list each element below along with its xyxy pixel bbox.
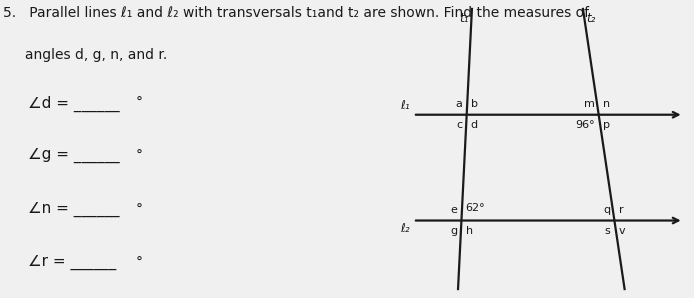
Text: °: ° bbox=[135, 203, 142, 217]
Text: h: h bbox=[466, 226, 473, 236]
Text: n: n bbox=[603, 99, 610, 109]
Text: °: ° bbox=[135, 149, 142, 163]
Text: v: v bbox=[618, 226, 625, 236]
Text: g: g bbox=[450, 226, 457, 236]
Text: 5.   Parallel lines ℓ₁ and ℓ₂ with transversals t₁and t₂ are shown. Find the mea: 5. Parallel lines ℓ₁ and ℓ₂ with transve… bbox=[3, 6, 590, 20]
Text: p: p bbox=[603, 120, 610, 130]
Text: ∠g = ______: ∠g = ______ bbox=[28, 149, 119, 164]
Text: t₂: t₂ bbox=[586, 12, 596, 25]
Text: c: c bbox=[457, 120, 462, 130]
Text: ℓ₁: ℓ₁ bbox=[400, 99, 409, 112]
Text: a: a bbox=[456, 99, 462, 109]
Text: °: ° bbox=[135, 95, 142, 109]
Text: °: ° bbox=[135, 256, 142, 270]
Text: d: d bbox=[471, 120, 478, 130]
Text: t₁: t₁ bbox=[459, 12, 468, 25]
Text: ∠d = ______: ∠d = ______ bbox=[28, 95, 119, 111]
Text: angles d, g, n, and r.: angles d, g, n, and r. bbox=[3, 48, 168, 62]
Text: q: q bbox=[603, 205, 610, 215]
Text: b: b bbox=[471, 99, 478, 109]
Text: e: e bbox=[450, 205, 457, 215]
Text: ∠n = ______: ∠n = ______ bbox=[28, 203, 119, 218]
Text: 96°: 96° bbox=[575, 120, 595, 130]
Text: r: r bbox=[618, 205, 623, 215]
Text: m: m bbox=[584, 99, 595, 109]
Text: s: s bbox=[604, 226, 610, 236]
Text: ∠r = ______: ∠r = ______ bbox=[28, 256, 116, 271]
Text: 62°: 62° bbox=[466, 203, 485, 213]
Text: ℓ₂: ℓ₂ bbox=[400, 222, 409, 235]
